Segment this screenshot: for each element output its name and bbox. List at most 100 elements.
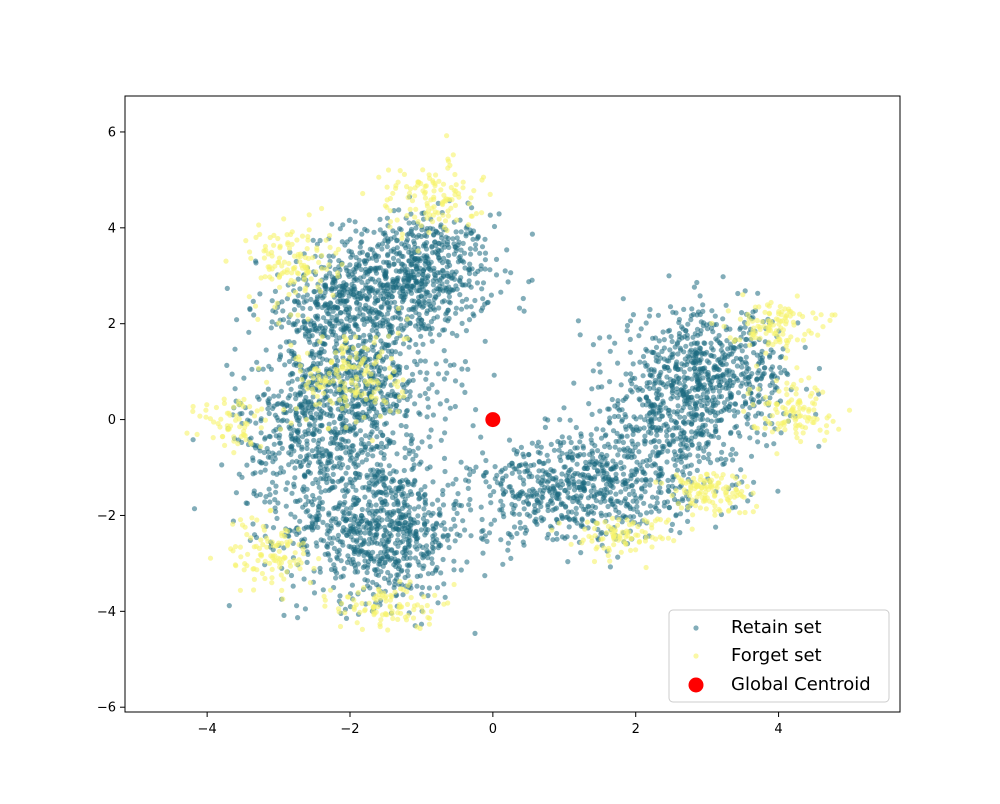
forget-point — [264, 379, 270, 385]
retain-point — [453, 310, 459, 316]
retain-point — [385, 252, 391, 259]
retain-point — [816, 365, 823, 372]
retain-point — [283, 486, 289, 492]
retain-point — [416, 326, 422, 332]
retain-point — [380, 490, 386, 496]
forget-point — [365, 368, 371, 374]
retain-point — [349, 406, 355, 412]
retain-point — [364, 295, 370, 302]
retain-point — [367, 246, 373, 252]
retain-point — [303, 394, 309, 401]
retain-point — [575, 453, 581, 459]
retain-point — [511, 524, 518, 530]
retain-point — [624, 501, 630, 507]
retain-point — [612, 340, 618, 346]
retain-point — [377, 227, 383, 233]
retain-point — [269, 298, 275, 304]
retain-point — [277, 354, 283, 360]
retain-point — [336, 289, 343, 295]
retain-point — [619, 417, 626, 423]
retain-point — [634, 499, 640, 505]
retain-point — [343, 506, 350, 512]
retain-point — [340, 222, 346, 228]
retain-point — [434, 278, 440, 284]
retain-point — [653, 470, 659, 476]
retain-point — [607, 497, 613, 503]
retain-point — [568, 439, 574, 446]
retain-point — [585, 480, 591, 486]
retain-point — [680, 405, 686, 411]
retain-point — [390, 315, 396, 321]
retain-point — [480, 536, 486, 542]
retain-point — [491, 223, 498, 230]
retain-point — [362, 351, 368, 358]
retain-point — [382, 366, 388, 372]
retain-point — [403, 413, 409, 419]
retain-point — [695, 386, 701, 393]
forget-point — [261, 248, 267, 254]
retain-point — [520, 451, 526, 457]
retain-point — [374, 265, 380, 271]
retain-point — [597, 335, 603, 341]
forget-point — [246, 294, 252, 300]
forget-point — [277, 284, 283, 290]
retain-point — [401, 467, 407, 474]
retain-point — [354, 500, 360, 506]
forget-point — [297, 363, 303, 369]
forget-point — [431, 188, 437, 194]
retain-point — [424, 274, 430, 280]
retain-point — [723, 456, 729, 463]
retain-point — [442, 468, 448, 475]
retain-point — [445, 307, 451, 313]
retain-point — [414, 583, 420, 589]
retain-point — [430, 479, 436, 485]
forget-point — [388, 355, 394, 362]
retain-point — [342, 309, 348, 315]
retain-point — [349, 252, 355, 258]
retain-point — [453, 305, 459, 311]
forget-point — [393, 185, 399, 191]
forget-point — [210, 435, 216, 441]
forget-point — [487, 191, 493, 197]
retain-point — [693, 373, 700, 379]
retain-point — [307, 423, 313, 429]
retain-point — [359, 459, 365, 465]
retain-point — [771, 441, 777, 447]
retain-point — [275, 500, 281, 506]
retain-point — [652, 462, 659, 468]
retain-point — [700, 391, 707, 397]
retain-point — [353, 228, 359, 234]
retain-point — [369, 477, 375, 483]
forget-point — [237, 424, 243, 430]
retain-point — [390, 255, 397, 261]
forget-point — [281, 407, 287, 413]
retain-point — [388, 392, 394, 399]
retain-point — [430, 412, 436, 418]
retain-point — [379, 373, 385, 379]
retain-point — [573, 424, 579, 431]
retain-point — [795, 320, 801, 326]
retain-point — [316, 484, 322, 490]
retain-point — [329, 478, 335, 484]
forget-point — [261, 255, 267, 261]
retain-point — [480, 296, 486, 302]
retain-point — [618, 465, 625, 472]
retain-point — [600, 495, 606, 501]
retain-point — [518, 525, 524, 531]
retain-point — [607, 348, 613, 354]
forget-point — [385, 167, 392, 173]
retain-point — [339, 239, 345, 245]
retain-point — [498, 289, 504, 295]
retain-point — [595, 471, 602, 477]
retain-point — [563, 503, 569, 509]
retain-point — [436, 506, 442, 512]
forget-point — [387, 224, 393, 230]
retain-point — [407, 393, 413, 399]
retain-point — [440, 534, 446, 540]
retain-point — [535, 499, 541, 505]
retain-point — [422, 532, 428, 538]
retain-point — [407, 555, 413, 561]
retain-point — [359, 437, 365, 443]
forget-point — [235, 441, 241, 447]
retain-point — [430, 278, 436, 284]
